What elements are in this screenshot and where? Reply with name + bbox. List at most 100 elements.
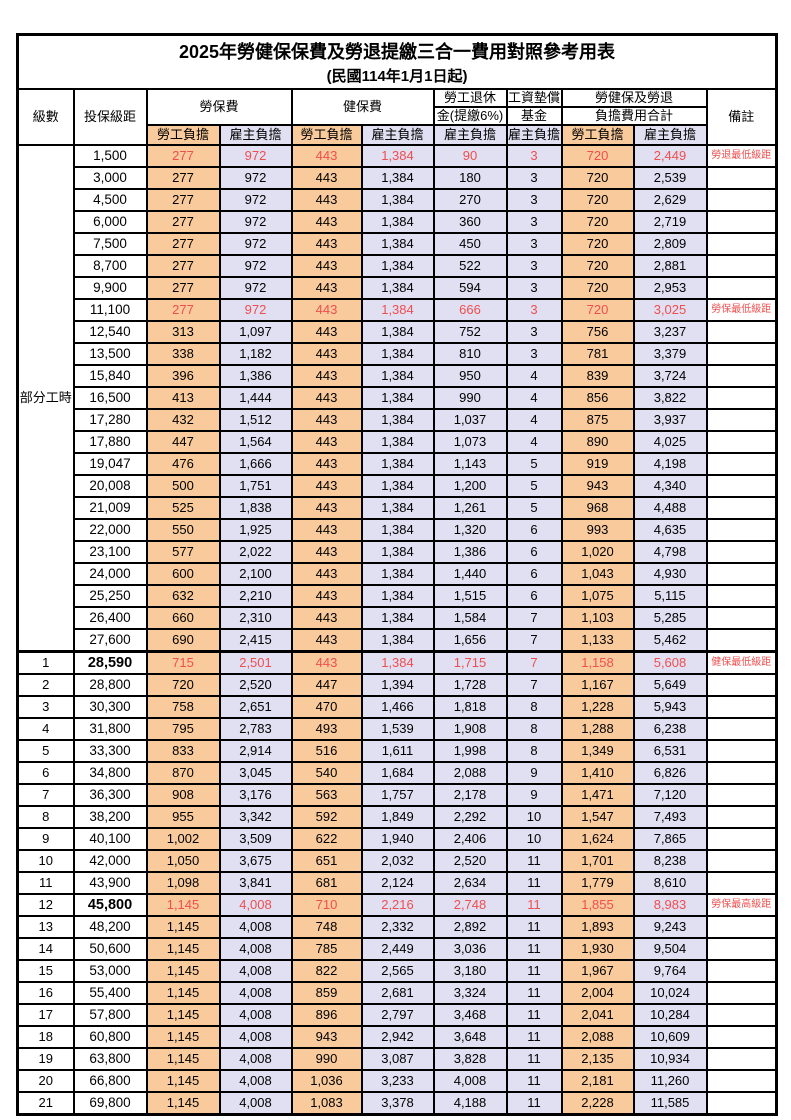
cell-value: 968 xyxy=(560,496,635,520)
cell-value: 1,384 xyxy=(360,188,435,212)
cell-value: 4,008 xyxy=(218,981,293,1005)
cell-value: 972 xyxy=(218,232,293,256)
cell-value: 413 xyxy=(145,386,221,410)
cell-bracket: 16,500 xyxy=(72,386,148,410)
cell-value: 3,822 xyxy=(632,386,708,410)
cell-value: 1,757 xyxy=(360,783,435,807)
cell-value: 2,501 xyxy=(218,650,293,675)
cell-value: 2,228 xyxy=(560,1091,635,1116)
table-row: 10 42,000 1,050 3,675 651 2,032 2,520 11 1,701 8,… xyxy=(16,849,778,873)
cell-remark xyxy=(705,562,778,586)
table-row: 2 28,800 720 2,520 447 1,394 1,728 7 1,167 5,649 xyxy=(16,673,778,697)
cell-value: 443 xyxy=(290,540,363,564)
cell-bracket: 42,000 xyxy=(72,849,148,873)
subheader-labor-employee: 勞工負擔 xyxy=(145,124,221,146)
cell-bracket: 69,800 xyxy=(72,1091,148,1116)
table-row: 14 50,600 1,145 4,008 785 2,449 3,036 11 1,930 9,… xyxy=(16,937,778,961)
cell-value: 1,386 xyxy=(218,364,293,388)
cell-remark xyxy=(705,166,778,190)
cell-value: 3,233 xyxy=(360,1069,435,1093)
cell-value: 752 xyxy=(432,320,508,344)
cell-value: 525 xyxy=(145,496,221,520)
cell-value: 1,410 xyxy=(560,761,635,785)
cell-value: 447 xyxy=(290,673,363,697)
cell-value: 9 xyxy=(505,761,563,785)
cell-remark xyxy=(705,232,778,256)
cell-value: 4 xyxy=(505,430,563,454)
cell-value: 11,585 xyxy=(632,1091,708,1116)
cell-value: 277 xyxy=(145,254,221,278)
table-row: 15,840 396 1,386 443 1,384 950 4 839 3,724 xyxy=(18,364,778,388)
cell-value: 11 xyxy=(505,959,563,983)
cell-value: 1,228 xyxy=(560,695,635,719)
cell-value: 993 xyxy=(560,518,635,542)
cell-value: 2,520 xyxy=(218,673,293,697)
cell-remark xyxy=(705,518,778,542)
cell-remark xyxy=(705,540,778,564)
cell-value: 4,008 xyxy=(218,1047,293,1071)
cell-value: 1,384 xyxy=(360,584,435,608)
cell-value: 9 xyxy=(505,783,563,807)
cell-value: 443 xyxy=(290,496,363,520)
cell-value: 8,610 xyxy=(632,871,708,895)
cell-value: 10 xyxy=(505,827,563,851)
cell-value: 896 xyxy=(290,1003,363,1027)
cell-value: 1,908 xyxy=(432,717,508,741)
cell-value: 785 xyxy=(290,937,363,961)
cell-value: 3,828 xyxy=(432,1047,508,1071)
cell-value: 710 xyxy=(290,893,363,917)
table-row: 19 63,800 1,145 4,008 990 3,087 3,828 11 2,135 10… xyxy=(16,1047,778,1071)
cell-value: 4,008 xyxy=(218,937,293,961)
cell-value: 875 xyxy=(560,408,635,432)
cell-value: 3,324 xyxy=(432,981,508,1005)
cell-value: 443 xyxy=(290,628,363,653)
cell-value: 1,925 xyxy=(218,518,293,542)
cell-value: 4,008 xyxy=(218,1003,293,1027)
cell-value: 5,285 xyxy=(632,606,708,630)
cell-value: 2,565 xyxy=(360,959,435,983)
cell-value: 3 xyxy=(505,188,563,212)
cell-level: 9 xyxy=(16,827,75,851)
cell-value: 8,238 xyxy=(632,849,708,873)
cell-value: 908 xyxy=(145,783,221,807)
cell-remark xyxy=(705,408,778,432)
cell-remark xyxy=(705,761,778,785)
cell-value: 1,838 xyxy=(218,496,293,520)
cell-value: 3,025 xyxy=(632,298,708,322)
cell-bracket: 17,880 xyxy=(72,430,148,454)
cell-level: 14 xyxy=(16,937,75,961)
cell-value: 9,243 xyxy=(632,915,708,939)
cell-value: 1,145 xyxy=(145,1047,221,1071)
cell-value: 443 xyxy=(290,606,363,630)
cell-value: 4,488 xyxy=(632,496,708,520)
cell-value: 1,512 xyxy=(218,408,293,432)
cell-value: 3,379 xyxy=(632,342,708,366)
cell-remark xyxy=(705,849,778,873)
cell-remark xyxy=(705,981,778,1005)
cell-value: 3,937 xyxy=(632,408,708,432)
table-row: 27,600 690 2,415 443 1,384 1,656 7 1,133 5,462 xyxy=(18,628,778,653)
cell-level: 11 xyxy=(16,871,75,895)
cell-value: 1,384 xyxy=(360,210,435,234)
table-row: 21 69,800 1,145 4,008 1,083 3,378 4,188 11 2,228… xyxy=(16,1091,778,1116)
cell-value: 577 xyxy=(145,540,221,564)
header-wage-fund-line1: 工資墊償 xyxy=(505,88,563,108)
cell-bracket: 63,800 xyxy=(72,1047,148,1071)
cell-value: 6,238 xyxy=(632,717,708,741)
cell-remark xyxy=(705,739,778,763)
cell-value: 950 xyxy=(432,364,508,388)
cell-value: 3 xyxy=(505,144,563,168)
cell-value: 1,097 xyxy=(218,320,293,344)
cell-value: 443 xyxy=(290,144,363,168)
cell-value: 1,384 xyxy=(360,562,435,586)
cell-value: 5,608 xyxy=(632,650,708,675)
cell-bracket: 25,250 xyxy=(72,584,148,608)
cell-value: 1,684 xyxy=(360,761,435,785)
cell-value: 11 xyxy=(505,1047,563,1071)
cell-value: 1,515 xyxy=(432,584,508,608)
cell-remark xyxy=(705,386,778,410)
cell-value: 1,728 xyxy=(432,673,508,697)
cell-value: 540 xyxy=(290,761,363,785)
cell-value: 720 xyxy=(560,254,635,278)
cell-value: 4,635 xyxy=(632,518,708,542)
